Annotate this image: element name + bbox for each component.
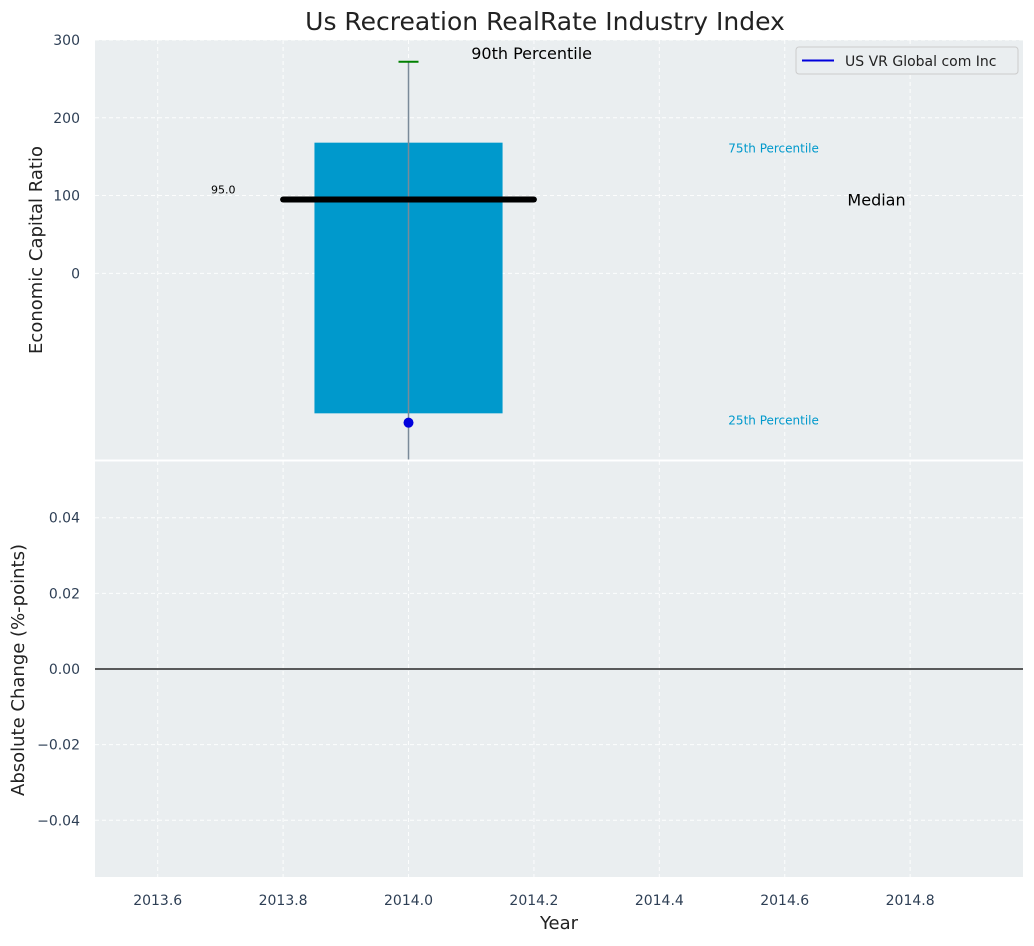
top-grid: [95, 39, 1023, 460]
median-value-label: 95.0: [211, 183, 236, 196]
company-point: [403, 417, 414, 428]
x-axis-label: Year: [539, 913, 579, 934]
x-tick-label: 2014.4: [635, 893, 684, 909]
x-tick-label: 2014.0: [384, 893, 433, 909]
legend: US VR Global com Inc: [795, 46, 1019, 75]
box-plot: [280, 60, 537, 460]
legend-entry-label: US VR Global com Inc: [845, 54, 997, 70]
bottom-panel: −0.04 −0.02 0.00 0.02 0.04 2013.6 2013.8 2014.…: [8, 461, 1023, 934]
x-tick-label: 2013.8: [259, 893, 308, 909]
top-y-tick-label: 100: [53, 189, 80, 205]
x-ticks: 2013.6 2013.8 2014.0 2014.2 2014.4 2014.6 2014…: [133, 893, 934, 909]
legend-frame: [795, 46, 1019, 75]
bottom-y-tick-label: 0.02: [49, 586, 80, 602]
bottom-y-tick-label: 0.04: [49, 511, 80, 527]
bottom-y-tick-label: 0.00: [49, 662, 80, 678]
bottom-y-axis-label: Absolute Change (%-points): [8, 544, 29, 796]
bottom-y-tick-label: −0.04: [37, 813, 80, 829]
bottom-y-ticks: −0.04 −0.02 0.00 0.02 0.04: [37, 511, 80, 830]
p25-annotation: 25th Percentile: [728, 413, 819, 427]
top-y-tick-label: 200: [53, 111, 80, 127]
top-y-ticks: 0 100 200 300: [53, 33, 80, 282]
x-tick-label: 2014.8: [886, 893, 935, 909]
top-y-axis-label: Economic Capital Ratio: [26, 146, 47, 354]
bottom-y-tick-label: −0.02: [37, 738, 80, 754]
p90-annotation: 90th Percentile: [471, 44, 592, 63]
chart-title: Us Recreation RealRate Industry Index: [305, 7, 785, 36]
top-y-tick-label: 0: [71, 266, 80, 282]
x-tick-label: 2014.2: [509, 893, 558, 909]
top-panel: 0 100 200 300 90th Percentile 75th Percentil…: [26, 7, 1023, 460]
top-plot-area: [95, 40, 1023, 460]
x-tick-label: 2013.6: [133, 893, 182, 909]
top-y-tick-label: 300: [53, 33, 80, 49]
x-tick-label: 2014.6: [760, 893, 809, 909]
top-annotations: 90th Percentile 75th Percentile 25th Perce…: [211, 44, 906, 428]
p75-annotation: 75th Percentile: [728, 142, 819, 156]
median-annotation: Median: [847, 190, 905, 209]
